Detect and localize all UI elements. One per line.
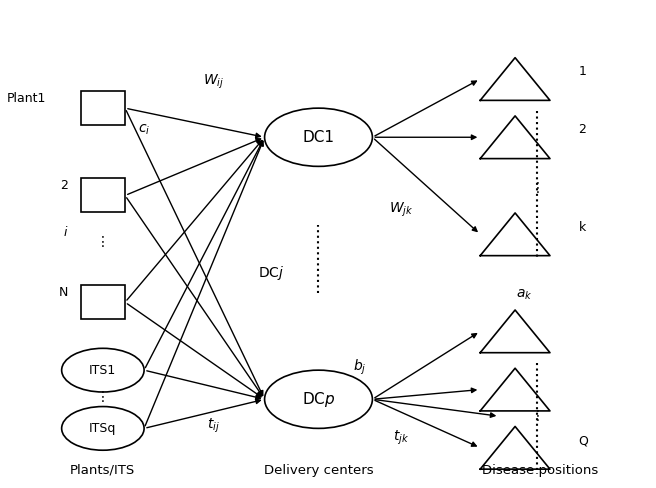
Text: $a_k$: $a_k$ [516,288,533,302]
Text: ⋮: ⋮ [96,390,110,404]
Text: ⋮: ⋮ [530,409,544,423]
Text: $b_j$: $b_j$ [353,358,367,377]
Ellipse shape [62,407,144,450]
Text: $t_{jk}$: $t_{jk}$ [393,429,409,447]
Text: $t_{ij}$: $t_{ij}$ [207,417,220,435]
Text: DC$p$: DC$p$ [302,390,335,409]
Text: Plants/ITS: Plants/ITS [70,464,136,477]
Text: Disease positions: Disease positions [482,464,598,477]
Text: Plant1: Plant1 [7,92,46,105]
Text: $W_{jk}$: $W_{jk}$ [389,201,413,219]
Text: $i$: $i$ [62,225,68,239]
Text: k: k [579,221,586,234]
Text: Q: Q [579,434,588,447]
Text: 1: 1 [579,65,586,78]
Ellipse shape [62,348,144,392]
Text: ⋮: ⋮ [96,235,110,248]
FancyBboxPatch shape [81,91,125,125]
Text: 2: 2 [579,123,586,137]
Text: ITS1: ITS1 [89,364,117,377]
Text: ITSq: ITSq [89,422,117,435]
Ellipse shape [264,370,373,428]
FancyBboxPatch shape [81,179,125,212]
Text: N: N [58,286,68,299]
Text: DC1: DC1 [302,130,335,145]
Ellipse shape [264,108,373,166]
Text: $W_{ij}$: $W_{ij}$ [203,72,224,91]
Text: 2: 2 [60,179,68,192]
Text: ⋮: ⋮ [530,181,544,195]
Text: DC$j$: DC$j$ [258,264,284,282]
Text: Delivery centers: Delivery centers [264,464,373,477]
Text: $c_i$: $c_i$ [138,123,150,137]
FancyBboxPatch shape [81,285,125,319]
